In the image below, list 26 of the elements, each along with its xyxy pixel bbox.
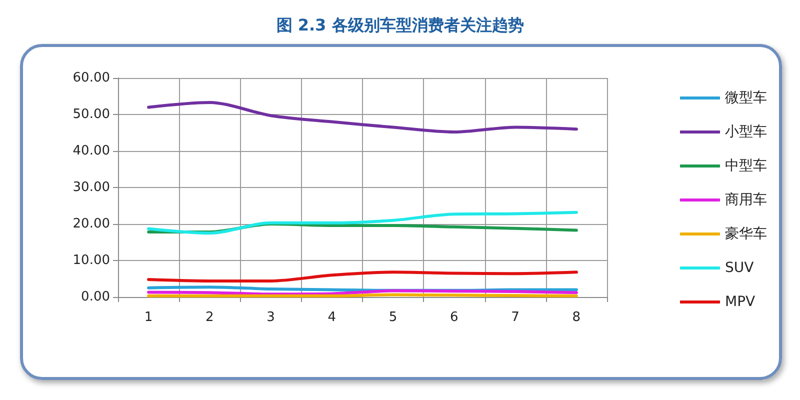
- y-tick-label: 0.00: [81, 290, 110, 304]
- x-tick-label: 8: [572, 310, 581, 325]
- legend-label: 小型车: [725, 124, 767, 140]
- line-series: [147, 210, 578, 235]
- x-tick-label: 3: [266, 310, 275, 325]
- chart-title: 图 2.3 各级别车型消费者关注趋势: [276, 16, 524, 34]
- line-series: [147, 270, 578, 282]
- y-tick-label: 10.00: [72, 253, 110, 268]
- legend-label: SUV: [725, 260, 754, 276]
- y-tick-label: 50.00: [72, 107, 110, 122]
- legend-label: 微型车: [725, 90, 767, 106]
- legend-label: 中型车: [725, 158, 767, 174]
- y-tick-label: 30.00: [72, 180, 110, 195]
- x-tick-label: 1: [144, 310, 153, 325]
- x-tick-label: 7: [511, 310, 520, 325]
- y-tick-label: 60.00: [72, 70, 110, 86]
- x-tick-label: 4: [328, 310, 336, 325]
- legend-label: 豪华车: [725, 226, 767, 242]
- legend-label: MPV: [725, 294, 756, 310]
- x-tick-label: 5: [388, 310, 398, 325]
- line-series: [147, 100, 578, 134]
- y-tick-label: 20.00: [72, 216, 110, 232]
- x-tick-label: 2: [206, 310, 214, 325]
- y-tick-label: 40.00: [72, 144, 110, 158]
- x-tick-label: 6: [450, 310, 458, 325]
- legend-label: 商用车: [725, 192, 767, 208]
